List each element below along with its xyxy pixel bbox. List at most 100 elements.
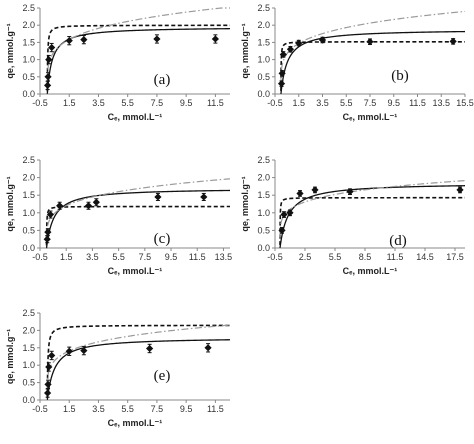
model-curve-dashdot [46,7,230,84]
x-tick-label: 11.5 [207,404,224,414]
model-curve-solid [46,339,231,401]
x-tick-label: 1.5 [292,98,305,108]
data-point [48,351,56,360]
model-curve-dashed [280,40,465,92]
data-point [295,39,303,47]
y-axis-label: qe, mmol.g⁻¹ [240,176,250,231]
model-curve-dashed [45,205,230,246]
y-tick-label: 1.5 [22,343,35,353]
x-tick-label: 3.5 [92,98,105,108]
y-tick-label: 1.5 [22,190,35,200]
y-tick-label: 2.5 [22,3,35,13]
panel-b: 0.0 0.5 1.0 1.5 2.0 2.5 -0.5 1.5 3.5 5.5 7.5 9.5 11.… [240,3,474,122]
data-point [80,346,88,355]
data-point [278,69,286,77]
x-tick-label: 7.5 [139,252,152,262]
x-tick-label: 5.5 [121,98,134,108]
x-tick-label: 5.5 [340,98,353,108]
data-point [44,389,52,397]
x-axis-label: Cₑ, mmol.L⁻¹ [108,418,163,428]
y-tick-label: 2.5 [22,155,35,165]
y-tick-label: 0.5 [22,225,35,235]
data-point [318,36,327,44]
data-point [286,45,295,53]
x-tick-label: 5.5 [329,252,342,262]
data-point [449,37,457,45]
data-point [154,193,162,201]
data-point [46,210,55,219]
y-tick-label: 2.5 [22,308,35,318]
x-tick-label: 7.5 [364,98,377,108]
x-tick-label: 1.5 [63,404,76,414]
data-point [456,186,464,194]
x-tick-label: 3.5 [316,98,329,108]
panel-label: (d) [389,233,407,249]
data-point [44,380,52,388]
x-tick-label: 1.5 [63,98,76,108]
data-point [43,235,51,243]
x-axis-label: Cₑ, mmol.L⁻¹ [108,112,163,122]
x-tick-label: 3.5 [86,252,99,262]
x-tick-label: 5.5 [112,252,125,262]
y-tick-label: 1.5 [257,37,270,47]
model-curve-dashed [46,324,230,399]
model-curve-solid [279,185,466,249]
x-tick-label: -0.5 [32,252,48,262]
y-tick-label: 1.0 [22,55,35,65]
y-tick-label: 0.0 [22,395,35,405]
y-axis-label: qe, mmol.g⁻¹ [240,23,250,78]
x-axis-label: Cₑ, mmol.L⁻¹ [343,266,398,276]
model-curve-solid [280,30,466,95]
x-tick-label: 9.5 [180,98,193,108]
x-tick-label: 11.5 [207,98,224,108]
y-tick-label: 0.5 [22,378,35,388]
x-tick-label: 11.5 [189,252,206,262]
x-tick-label: -0.5 [32,404,48,414]
data-point [279,50,287,59]
panel-c: 0.0 0.5 1.0 1.5 2.0 2.5 -0.5 1.5 3.5 5.5 7.5 9.5 11.… [5,155,232,276]
y-tick-label: 2.5 [257,3,270,13]
y-tick-label: 1.5 [22,37,35,47]
data-point [84,202,93,210]
model-curve-dashdot [280,10,466,84]
data-point [366,38,374,46]
x-tick-label: 14.5 [416,252,434,262]
data-point [286,209,294,217]
y-tick-label: 1.0 [22,208,35,218]
x-tick-label: 9.5 [180,404,193,414]
y-tick-label: 0.0 [22,89,35,99]
data-point [153,35,161,43]
y-tick-label: 2.5 [257,155,270,165]
y-tick-label: 1.5 [257,190,270,200]
y-tick-label: 1.0 [257,208,270,218]
x-tick-label: 3.5 [92,404,105,414]
data-point [92,198,100,206]
y-tick-label: 2.0 [257,173,270,183]
y-axis-label: qe, mmol.g⁻¹ [5,176,15,231]
data-point [211,35,219,43]
data-point [56,202,64,210]
data-point [45,56,53,64]
x-tick-label: 8.5 [359,252,372,262]
model-curve-dashdot [279,179,466,238]
model-curve-dashed [46,24,230,92]
panel-label: (e) [154,368,171,384]
data-point [65,37,73,45]
data-point [44,81,52,89]
data-point [346,188,354,196]
x-tick-label: 11.5 [387,252,404,262]
x-tick-label: 13.5 [215,252,233,262]
y-tick-label: 1.0 [257,55,270,65]
data-point [278,226,286,234]
x-axis-label: Cₑ, mmol.L⁻¹ [108,266,163,276]
y-tick-label: 0.0 [257,243,270,253]
x-tick-label: -0.5 [32,98,48,108]
y-axis-label: qe, mmol.g⁻¹ [5,329,15,384]
x-tick-label: -0.5 [267,98,283,108]
data-point [204,344,212,352]
panel-e: 0.0 0.5 1.0 1.5 2.0 2.5 -0.5 1.5 3.5 5.5 7.5 9.5 11.… [5,308,231,428]
model-curve-dashed [279,196,465,246]
panel-a: 0.0 0.5 1.0 1.5 2.0 2.5 -0.5 1.5 3.5 5.5 7.5 9.5 11.… [5,3,231,122]
y-tick-label: 0.5 [257,225,270,235]
y-tick-label: 2.0 [22,173,35,183]
